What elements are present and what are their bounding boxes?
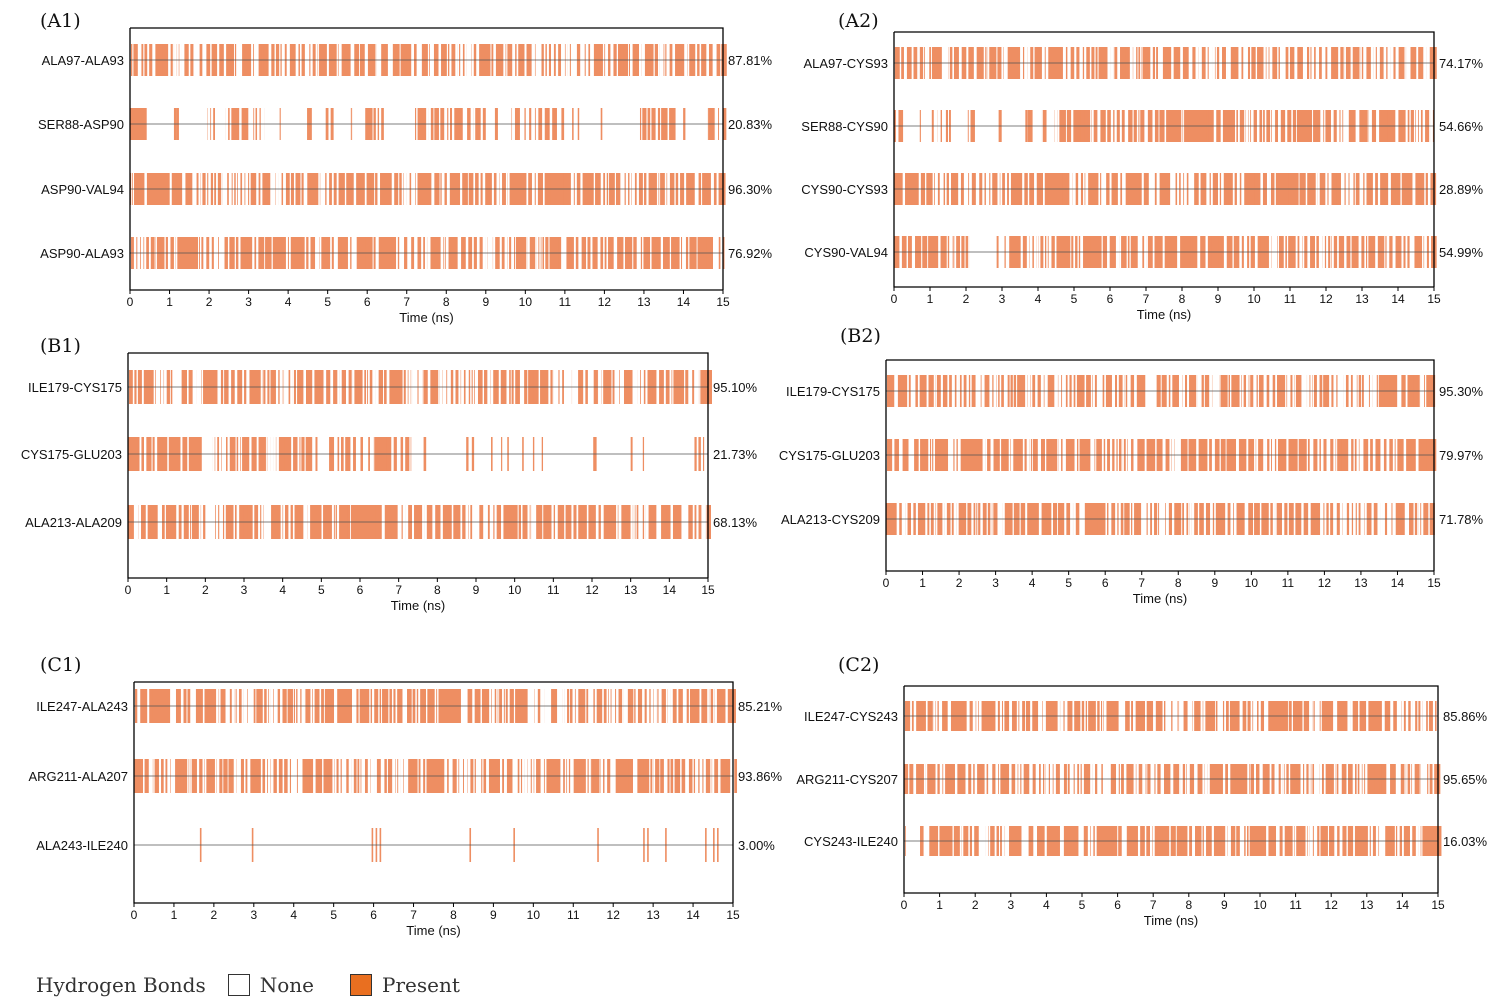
- occupancy-label: 54.66%: [1439, 119, 1484, 134]
- occupancy-label: 20.83%: [728, 117, 773, 132]
- occupancy-label: 76.92%: [728, 246, 773, 261]
- occupancy-label: 74.17%: [1439, 56, 1484, 71]
- x-tick-label: 4: [285, 295, 292, 309]
- x-tick-label: 1: [166, 295, 173, 309]
- occupancy-label: 96.30%: [728, 182, 773, 197]
- x-axis-label: Time (ns): [399, 310, 453, 325]
- x-tick-label: 8: [443, 295, 450, 309]
- x-tick-label: 6: [364, 295, 371, 309]
- x-tick-label: 15: [716, 295, 730, 309]
- panel-label: (A1): [40, 10, 81, 32]
- row-label: SER88-CYS90: [801, 119, 888, 134]
- x-tick-label: 2: [206, 295, 213, 309]
- x-tick-label: 10: [519, 295, 533, 309]
- x-tick-label: 3: [245, 295, 252, 309]
- x-tick-label: 14: [677, 295, 691, 309]
- x-tick-label: 12: [598, 295, 612, 309]
- x-tick-label: 0: [127, 295, 134, 309]
- row-label: CYS90-CYS93: [801, 182, 888, 197]
- occupancy-label: 87.81%: [728, 53, 773, 68]
- occupancy-label: 28.89%: [1439, 182, 1484, 197]
- row-label: ASP90-ALA93: [40, 246, 124, 261]
- panel-label: (A2): [838, 10, 879, 32]
- x-tick-label: 7: [403, 295, 410, 309]
- row-label: ALA97-ALA93: [42, 53, 124, 68]
- x-tick-label: 9: [482, 295, 489, 309]
- row-label: SER88-ASP90: [38, 117, 124, 132]
- x-tick-label: 13: [637, 295, 651, 309]
- row-label: ASP90-VAL94: [41, 182, 124, 197]
- x-tick-label: 11: [559, 295, 572, 309]
- x-tick-label: 5: [324, 295, 331, 309]
- hbond-presence-stripe: [722, 44, 727, 76]
- row-label: ALA97-CYS93: [803, 56, 888, 71]
